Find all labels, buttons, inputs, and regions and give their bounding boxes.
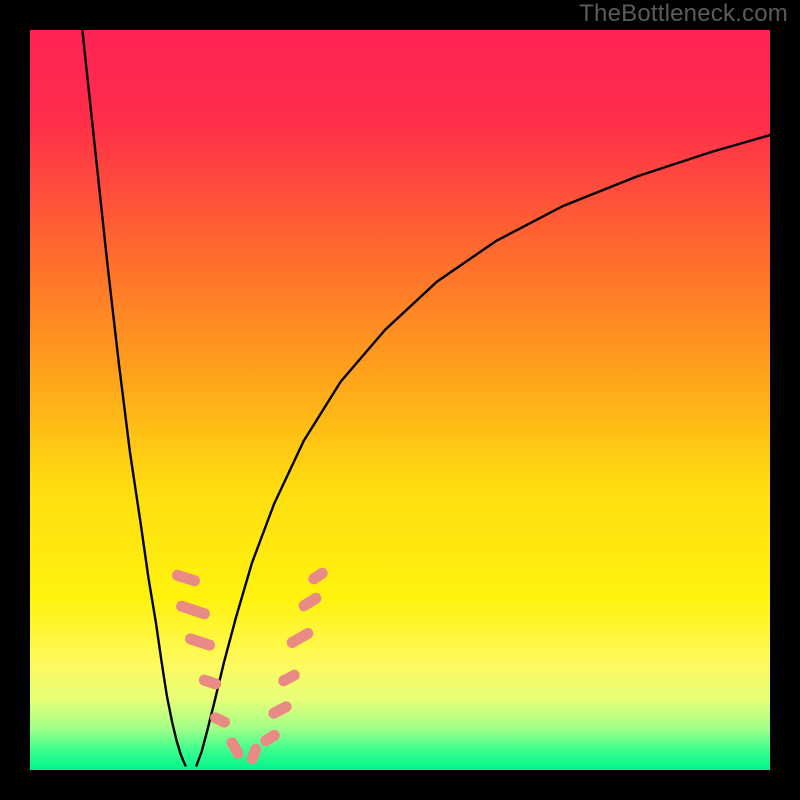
- plot-area: [30, 30, 770, 770]
- gradient-background: [30, 30, 770, 770]
- chart-svg: [30, 30, 770, 770]
- watermark-text: TheBottleneck.com: [579, 0, 788, 28]
- chart-frame: TheBottleneck.com: [0, 0, 800, 800]
